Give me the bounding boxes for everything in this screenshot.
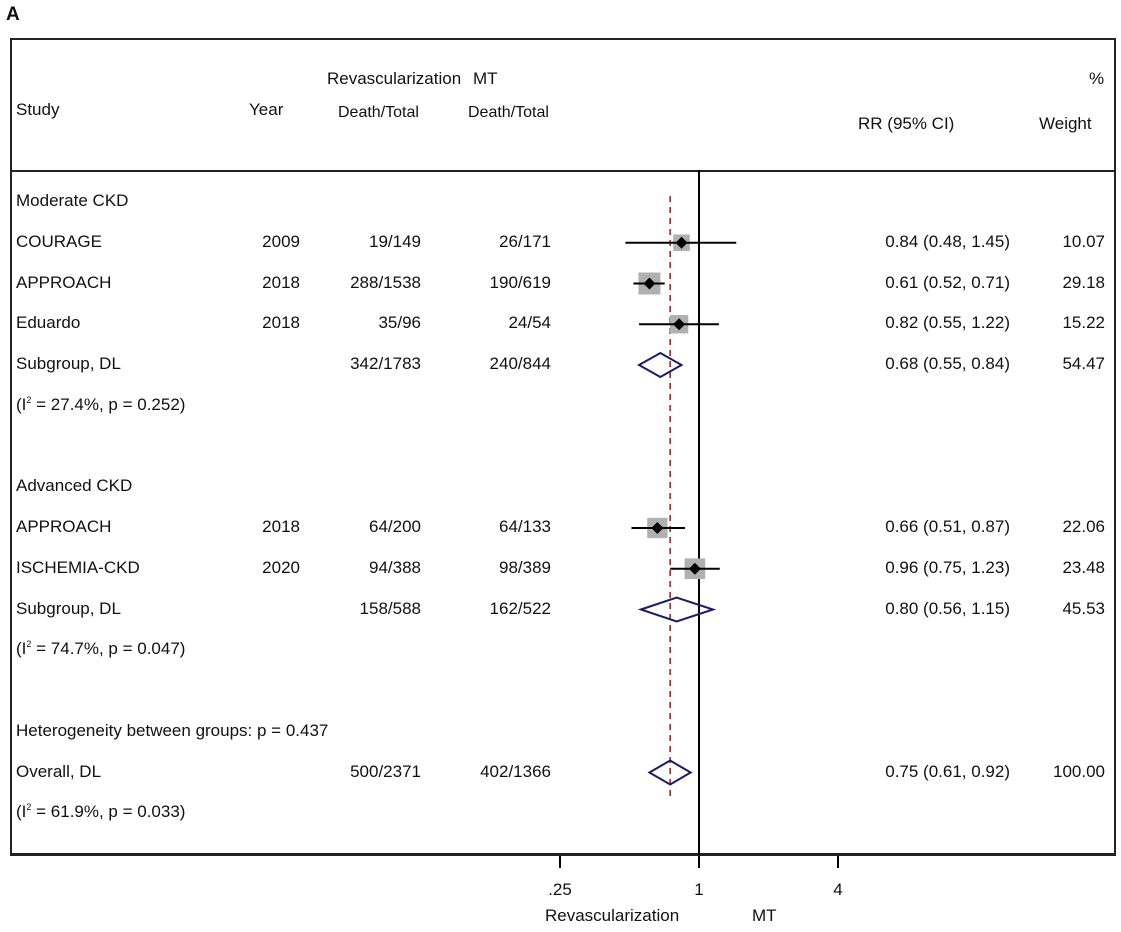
header-death-total-mt: Death/Total: [468, 104, 549, 121]
rr-ci-text: 0.61 (0.52, 0.71): [885, 272, 1010, 292]
study-year: 2009: [262, 231, 300, 251]
rr-ci-text: 0.68 (0.55, 0.84): [885, 354, 1010, 373]
point-estimate: [688, 562, 701, 575]
study-name: APPROACH: [16, 272, 112, 292]
x-label-mt: MT: [752, 906, 777, 925]
header-divider: [10, 170, 1116, 172]
pooled-diamond: [637, 596, 717, 623]
weight-value: 22.06: [1062, 517, 1105, 536]
study-year: 2020: [262, 557, 300, 577]
rr-ci-text: 0.82 (0.55, 1.22): [885, 313, 1010, 333]
revasc-events: 158/588: [359, 598, 421, 618]
x-tick-label: 4: [833, 880, 843, 899]
subgroup-name: Overall, DL: [16, 761, 102, 781]
plot-frame: [10, 38, 1116, 856]
weight-value: 15.22: [1062, 313, 1105, 333]
group-label: Moderate CKD: [16, 191, 129, 210]
heterogeneity-stat: (I2 = 27.4%, p = 0.252): [16, 395, 185, 415]
header-mt: MT: [473, 69, 498, 88]
weight-value: 23.48: [1062, 557, 1105, 577]
het-superscript: 2: [26, 394, 32, 405]
revasc-events: 64/200: [369, 517, 421, 536]
mt-events: 240/844: [489, 354, 551, 373]
mt-events: 24/54: [508, 313, 551, 333]
study-name: APPROACH: [16, 517, 112, 536]
point-estimate: [651, 522, 664, 534]
mt-events: 64/133: [499, 517, 551, 536]
mt-events: 402/1366: [480, 761, 551, 781]
header-year: Year: [249, 100, 284, 119]
rr-ci-text: 0.75 (0.61, 0.92): [885, 761, 1010, 781]
heterogeneity-stat: (I2 = 61.9%, p = 0.033): [16, 802, 185, 822]
header-percent: %: [1089, 69, 1105, 88]
panel-label: A: [6, 4, 20, 25]
study-name: ISCHEMIA-CKD: [16, 557, 140, 577]
header-study: Study: [16, 100, 60, 119]
subgroup-name: Subgroup, DL: [16, 354, 121, 373]
rr-ci-text: 0.80 (0.56, 1.15): [885, 598, 1010, 618]
weight-value: 45.53: [1062, 598, 1105, 618]
het-prefix: (I: [16, 394, 27, 414]
weight-value: 10.07: [1062, 231, 1105, 251]
revasc-events: 94/388: [369, 557, 421, 577]
het-prefix: (I: [16, 802, 27, 822]
revasc-events: 342/1783: [350, 354, 421, 373]
header-weight: Weight: [1039, 114, 1092, 133]
mt-events: 190/619: [489, 272, 551, 292]
study-name: COURAGE: [16, 231, 102, 251]
rr-ci-text: 0.66 (0.51, 0.87): [885, 517, 1010, 536]
revasc-events: 35/96: [378, 313, 421, 333]
header-death-total-revasc: Death/Total: [338, 104, 419, 121]
pooled-diamond: [637, 351, 684, 379]
mt-events: 26/171: [499, 231, 551, 251]
het-prefix: (I: [16, 639, 27, 659]
het-superscript: 2: [26, 639, 32, 650]
group-label: Heterogeneity between groups: p = 0.437: [16, 720, 329, 740]
weight-value: 54.47: [1062, 354, 1105, 373]
subgroup-name: Subgroup, DL: [16, 598, 121, 618]
het-suffix: = 27.4%, p = 0.252): [31, 394, 186, 414]
header-revascularization: Revascularization: [327, 69, 462, 88]
point-estimate: [673, 318, 686, 331]
point-estimate: [675, 236, 688, 249]
x-label-revascularization: Revascularization: [545, 906, 680, 925]
study-name: Eduardo: [16, 313, 81, 333]
header-rr-ci: RR (95% CI): [858, 114, 955, 133]
het-suffix: = 74.7%, p = 0.047): [31, 639, 186, 659]
mt-events: 98/389: [499, 557, 551, 577]
revasc-events: 500/2371: [350, 761, 421, 781]
weight-value: 29.18: [1062, 272, 1105, 292]
x-tick-label: 1: [694, 880, 704, 899]
study-year: 2018: [262, 517, 300, 536]
revasc-events: 19/149: [369, 231, 421, 251]
rr-ci-text: 0.96 (0.75, 1.23): [885, 557, 1010, 577]
study-year: 2018: [262, 272, 300, 292]
study-year: 2018: [262, 313, 300, 333]
weight-value: 100.00: [1053, 761, 1105, 781]
het-superscript: 2: [26, 802, 32, 813]
x-tick-label: .25: [548, 880, 572, 899]
het-suffix: = 61.9%, p = 0.033): [31, 802, 186, 822]
mt-events: 162/522: [489, 598, 551, 618]
revasc-events: 288/1538: [350, 272, 421, 292]
point-estimate: [643, 277, 656, 290]
group-label: Advanced CKD: [16, 476, 133, 496]
rr-ci-text: 0.84 (0.48, 1.45): [885, 231, 1010, 251]
pooled-diamond: [647, 759, 693, 786]
heterogeneity-stat: (I2 = 74.7%, p = 0.047): [16, 639, 185, 659]
